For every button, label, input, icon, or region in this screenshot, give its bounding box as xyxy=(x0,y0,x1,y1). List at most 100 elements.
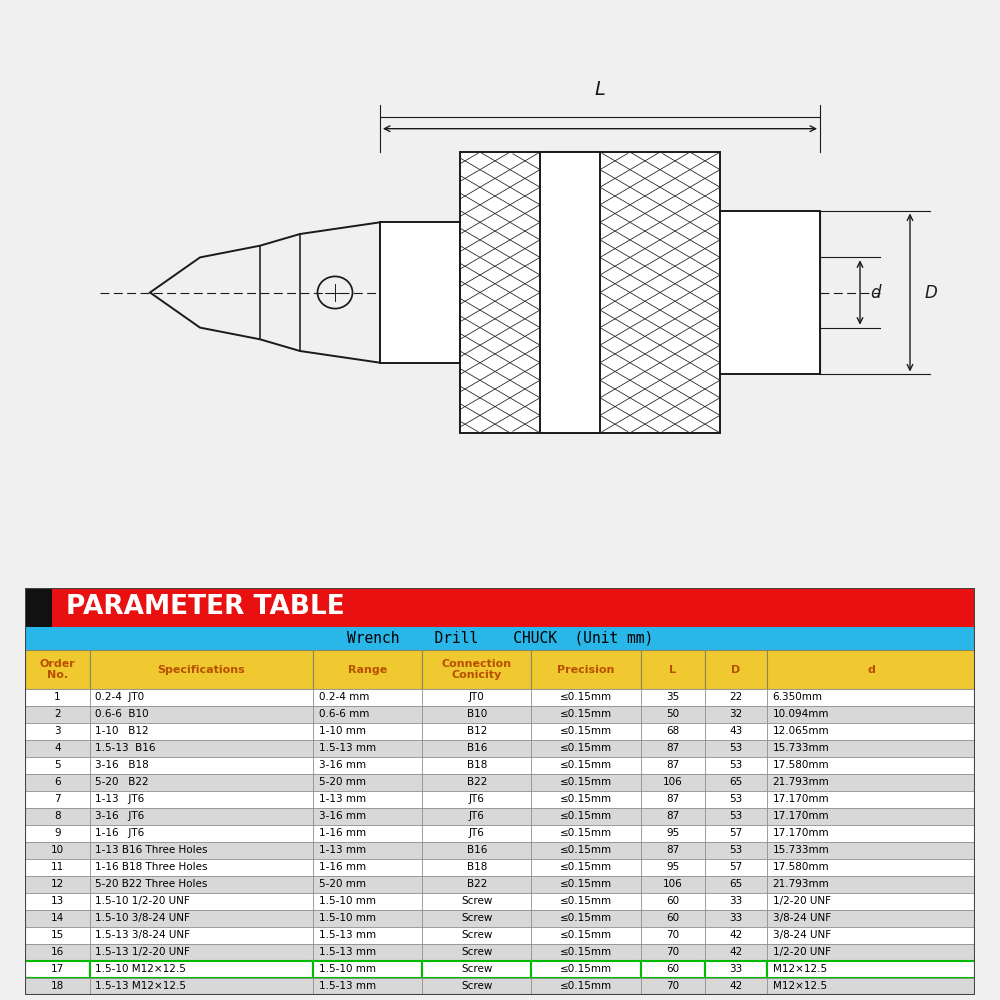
Text: 3/8-24 UNF: 3/8-24 UNF xyxy=(773,930,831,940)
FancyBboxPatch shape xyxy=(25,927,90,944)
Text: 12: 12 xyxy=(51,879,64,889)
Text: B10: B10 xyxy=(467,709,487,719)
Text: 17.580mm: 17.580mm xyxy=(773,760,829,770)
FancyBboxPatch shape xyxy=(90,706,313,723)
Text: 42: 42 xyxy=(729,947,743,957)
Text: 15.733mm: 15.733mm xyxy=(773,743,829,753)
FancyBboxPatch shape xyxy=(767,961,975,978)
FancyBboxPatch shape xyxy=(25,689,90,706)
FancyBboxPatch shape xyxy=(313,978,422,995)
FancyBboxPatch shape xyxy=(52,588,975,627)
FancyBboxPatch shape xyxy=(641,910,705,927)
Text: 87: 87 xyxy=(666,845,680,855)
FancyBboxPatch shape xyxy=(531,876,641,893)
FancyBboxPatch shape xyxy=(641,961,705,978)
Text: 33: 33 xyxy=(729,913,743,923)
Text: 1.5-13 mm: 1.5-13 mm xyxy=(319,743,376,753)
Text: 1-13 B16 Three Holes: 1-13 B16 Three Holes xyxy=(95,845,208,855)
FancyBboxPatch shape xyxy=(641,825,705,842)
FancyBboxPatch shape xyxy=(25,961,90,978)
FancyBboxPatch shape xyxy=(531,650,641,689)
FancyBboxPatch shape xyxy=(25,757,90,774)
Text: 42: 42 xyxy=(729,981,743,991)
Text: ≤0.15mm: ≤0.15mm xyxy=(560,947,612,957)
Text: Wrench    Drill    CHUCK  (Unit mm): Wrench Drill CHUCK (Unit mm) xyxy=(347,631,653,646)
Text: 21.793mm: 21.793mm xyxy=(773,879,829,889)
FancyBboxPatch shape xyxy=(25,588,52,627)
Text: Order
No.: Order No. xyxy=(39,659,75,680)
FancyBboxPatch shape xyxy=(422,689,531,706)
FancyBboxPatch shape xyxy=(313,842,422,859)
FancyBboxPatch shape xyxy=(705,706,767,723)
Text: 1.5-10 mm: 1.5-10 mm xyxy=(319,896,376,906)
Text: 21.793mm: 21.793mm xyxy=(773,777,829,787)
Text: 17: 17 xyxy=(51,964,64,974)
FancyBboxPatch shape xyxy=(705,859,767,876)
Text: ≤0.15mm: ≤0.15mm xyxy=(560,879,612,889)
Text: 0.6-6  B10: 0.6-6 B10 xyxy=(95,709,149,719)
Text: 13: 13 xyxy=(51,896,64,906)
Text: 1-10   B12: 1-10 B12 xyxy=(95,726,149,736)
FancyBboxPatch shape xyxy=(767,842,975,859)
FancyBboxPatch shape xyxy=(90,757,313,774)
FancyBboxPatch shape xyxy=(767,910,975,927)
Text: 106: 106 xyxy=(663,879,683,889)
FancyBboxPatch shape xyxy=(641,876,705,893)
FancyBboxPatch shape xyxy=(531,689,641,706)
FancyBboxPatch shape xyxy=(531,808,641,825)
FancyBboxPatch shape xyxy=(90,893,313,910)
FancyBboxPatch shape xyxy=(641,650,705,689)
Text: Precision: Precision xyxy=(557,665,615,675)
Text: 18: 18 xyxy=(51,981,64,991)
Text: 11: 11 xyxy=(51,862,64,872)
FancyBboxPatch shape xyxy=(90,808,313,825)
Text: 3/8-24 UNF: 3/8-24 UNF xyxy=(773,913,831,923)
FancyBboxPatch shape xyxy=(531,757,641,774)
FancyBboxPatch shape xyxy=(313,825,422,842)
Text: 15: 15 xyxy=(51,930,64,940)
Text: 9: 9 xyxy=(54,828,61,838)
Text: B12: B12 xyxy=(467,726,487,736)
Text: ≤0.15mm: ≤0.15mm xyxy=(560,981,612,991)
FancyBboxPatch shape xyxy=(90,774,313,791)
FancyBboxPatch shape xyxy=(422,791,531,808)
Text: 87: 87 xyxy=(666,794,680,804)
Text: 5-20 mm: 5-20 mm xyxy=(319,879,366,889)
Text: 33: 33 xyxy=(729,964,743,974)
Text: 1: 1 xyxy=(54,692,61,702)
Text: 43: 43 xyxy=(729,726,743,736)
FancyBboxPatch shape xyxy=(313,859,422,876)
FancyBboxPatch shape xyxy=(313,808,422,825)
FancyBboxPatch shape xyxy=(767,723,975,740)
FancyBboxPatch shape xyxy=(313,944,422,961)
FancyBboxPatch shape xyxy=(531,944,641,961)
FancyBboxPatch shape xyxy=(25,650,90,689)
FancyBboxPatch shape xyxy=(705,876,767,893)
Text: 60: 60 xyxy=(666,896,679,906)
FancyBboxPatch shape xyxy=(641,859,705,876)
FancyBboxPatch shape xyxy=(313,876,422,893)
Text: 60: 60 xyxy=(666,964,679,974)
Text: 65: 65 xyxy=(729,777,743,787)
Text: 10.094mm: 10.094mm xyxy=(773,709,829,719)
FancyBboxPatch shape xyxy=(641,757,705,774)
FancyBboxPatch shape xyxy=(767,757,975,774)
FancyBboxPatch shape xyxy=(25,723,90,740)
Text: 50: 50 xyxy=(666,709,679,719)
FancyBboxPatch shape xyxy=(531,774,641,791)
FancyBboxPatch shape xyxy=(25,740,90,757)
Text: ≤0.15mm: ≤0.15mm xyxy=(560,828,612,838)
FancyBboxPatch shape xyxy=(313,650,422,689)
FancyBboxPatch shape xyxy=(767,825,975,842)
FancyBboxPatch shape xyxy=(25,893,90,910)
Text: D: D xyxy=(925,284,938,302)
FancyBboxPatch shape xyxy=(313,689,422,706)
Text: 3-16 mm: 3-16 mm xyxy=(319,760,366,770)
FancyBboxPatch shape xyxy=(767,774,975,791)
FancyBboxPatch shape xyxy=(767,876,975,893)
FancyBboxPatch shape xyxy=(641,944,705,961)
Text: ≤0.15mm: ≤0.15mm xyxy=(560,811,612,821)
FancyBboxPatch shape xyxy=(313,774,422,791)
FancyBboxPatch shape xyxy=(90,910,313,927)
Text: 16: 16 xyxy=(51,947,64,957)
